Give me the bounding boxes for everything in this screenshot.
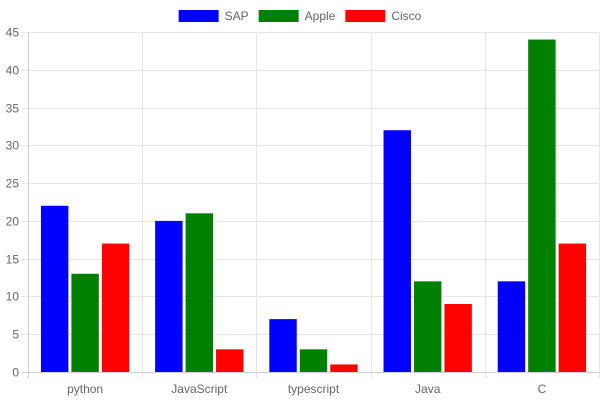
bar-cisco-c[interactable]: Cisco / C: 17 bbox=[558, 243, 587, 372]
legend-item-cisco[interactable]: Cisco bbox=[345, 9, 422, 23]
legend-swatch bbox=[345, 10, 386, 22]
bar-apple-c[interactable]: Apple / C: 44 bbox=[528, 39, 556, 373]
legend-swatch bbox=[178, 10, 219, 22]
bars: SAP / python: 22Apple / python: 13Cisco … bbox=[40, 39, 587, 373]
x-tick-label: JavaScript bbox=[171, 382, 228, 396]
legend-item-apple[interactable]: Apple bbox=[258, 9, 336, 23]
grid bbox=[22, 32, 600, 378]
bar-cisco-typescript[interactable]: Cisco / typescript: 1 bbox=[330, 364, 358, 372]
bar-apple-typescript[interactable]: Apple / typescript: 3 bbox=[299, 349, 328, 372]
y-tick-label: 20 bbox=[6, 215, 20, 229]
bar-apple-javascript[interactable]: Apple / JavaScript: 21 bbox=[185, 213, 214, 372]
legend[interactable]: SAP Apple Cisco bbox=[178, 9, 422, 23]
legend-label: SAP bbox=[225, 9, 249, 23]
bar-sap-python[interactable]: SAP / python: 22 bbox=[40, 205, 69, 372]
x-tick-label: Java bbox=[415, 382, 441, 396]
bar-sap-java[interactable]: SAP / Java: 32 bbox=[383, 130, 411, 372]
bar-cisco-python[interactable]: Cisco / python: 17 bbox=[101, 243, 130, 372]
y-tick-label: 5 bbox=[12, 328, 19, 342]
y-tick-label: 10 bbox=[6, 290, 20, 304]
bar-sap-typescript[interactable]: SAP / typescript: 7 bbox=[269, 319, 297, 372]
x-tick-label: C bbox=[538, 382, 547, 396]
legend-label: Apple bbox=[305, 9, 336, 23]
bar-apple-python[interactable]: Apple / python: 13 bbox=[71, 273, 99, 372]
bar-cisco-javascript[interactable]: Cisco / JavaScript: 3 bbox=[216, 349, 244, 372]
x-tick-label: python bbox=[67, 382, 103, 396]
bar-sap-javascript[interactable]: SAP / JavaScript: 20 bbox=[155, 220, 183, 372]
axes: 0 5 10 15 20 25 30 35 40 45 python JavaScript typesc… bbox=[6, 26, 547, 397]
y-tick-label: 35 bbox=[6, 102, 20, 116]
legend-label: Cisco bbox=[391, 9, 421, 23]
y-tick-label: 30 bbox=[6, 139, 20, 153]
bar-apple-java[interactable]: Apple / Java: 12 bbox=[414, 281, 442, 372]
legend-item-sap[interactable]: SAP bbox=[178, 9, 249, 23]
y-tick-label: 0 bbox=[12, 366, 19, 380]
y-tick-label: 25 bbox=[6, 177, 20, 191]
y-tick-label: 45 bbox=[6, 26, 20, 40]
x-tick-label: typescript bbox=[288, 382, 340, 396]
y-tick-label: 15 bbox=[6, 253, 20, 267]
legend-swatch bbox=[258, 10, 299, 22]
bar-sap-c[interactable]: SAP / C: 12 bbox=[497, 281, 526, 372]
y-tick-label: 40 bbox=[6, 64, 20, 78]
bar-cisco-java[interactable]: Cisco / Java: 9 bbox=[444, 304, 472, 372]
